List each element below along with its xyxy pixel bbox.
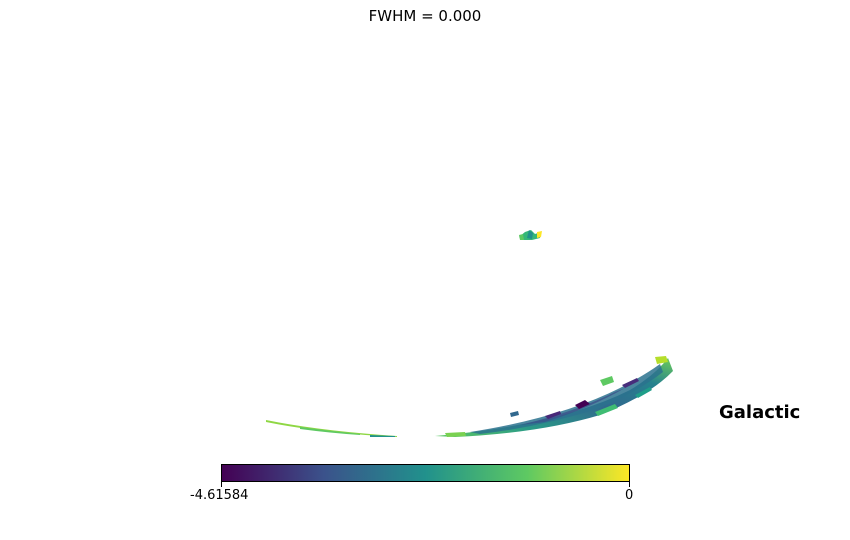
sky-map: [266, 230, 673, 437]
colorbar-max-label: 0: [625, 488, 634, 503]
northern-patch: [519, 230, 542, 240]
chart-title: FWHM = 0.000: [368, 7, 482, 25]
colorbar-min-tick: [221, 482, 222, 487]
southern-thin-strip: [266, 420, 397, 437]
colorbar-min-label: -4.61584: [190, 488, 249, 503]
southern-arc: [435, 356, 673, 437]
coordinate-system-label: Galactic: [719, 402, 801, 423]
colorbar-max-tick: [629, 482, 630, 487]
colorbar: [221, 464, 630, 482]
